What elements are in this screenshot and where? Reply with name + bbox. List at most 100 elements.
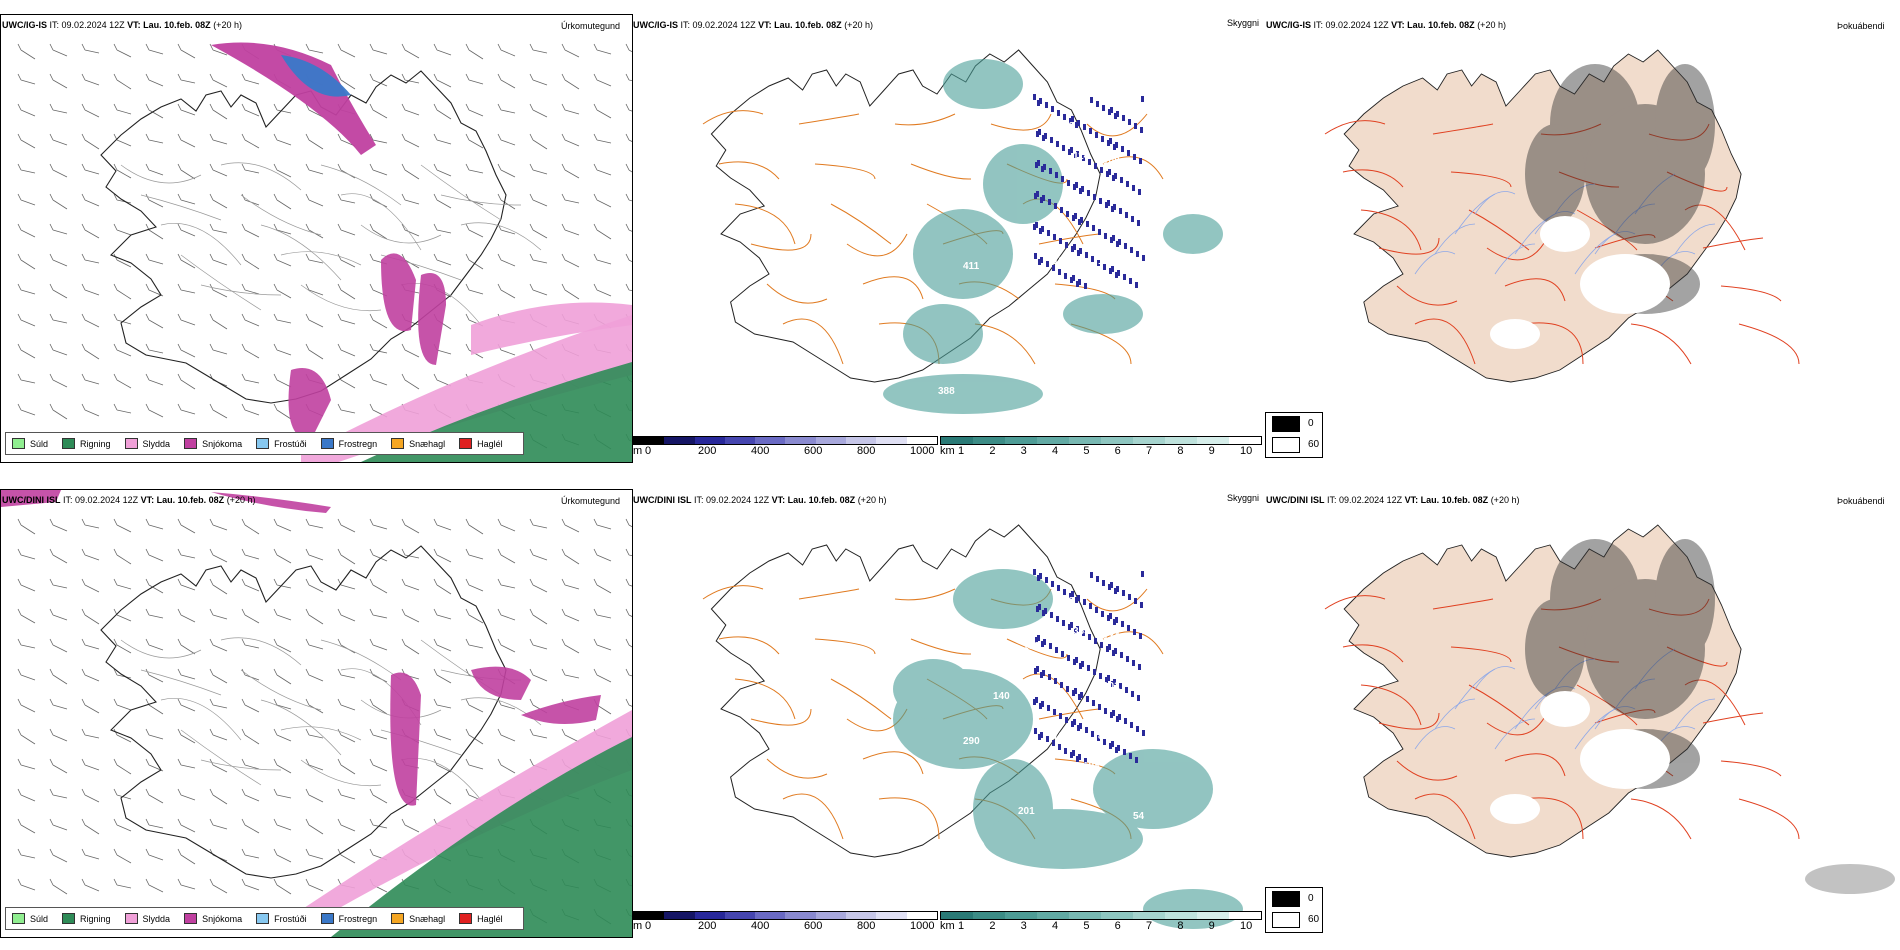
scale-tick: 9 [1208, 445, 1215, 457]
legend-label: Haglél [477, 913, 503, 924]
legend-swatch [12, 438, 25, 449]
visibility-value: 54 [1133, 811, 1145, 822]
legend-item: Haglél [459, 913, 503, 924]
cloud-swatch [1272, 911, 1300, 928]
precip-type-panel: Súld Rigning Slydda Snjókoma Frostúði Frostre… [0, 489, 633, 938]
legend-item: Súld [12, 438, 48, 449]
forecast-row: Súld Rigning Slydda Snjókoma Frostúði Frostre… [0, 475, 1900, 950]
visibility-value: 89 [1098, 731, 1110, 742]
low-visibility-speckles [1033, 569, 1145, 764]
legend-label: Rigning [80, 913, 111, 924]
visibility-value: 411 [963, 261, 980, 272]
legend-label: Súld [30, 438, 49, 449]
visibility-value: 114 [1073, 151, 1090, 162]
scale-tick: 8 [1177, 445, 1184, 457]
freezing-rain-area [281, 55, 351, 97]
low-visibility-speckles [1033, 94, 1145, 289]
visibility-label: Skyggni [1227, 18, 1260, 28]
scale-tick: 400 [751, 445, 770, 457]
visibility-label: Skyggni [1227, 493, 1260, 503]
visibility-scale-meters: m 0 200 400 600 800 1000 [633, 911, 938, 935]
scale-tick: 5 [1083, 920, 1090, 932]
legend-item: Frostúði [256, 438, 307, 449]
scale-unit: km [940, 445, 955, 457]
color-bar [940, 436, 1262, 445]
visibility-panel: 290 70 201 448 145 99 355 134 89 299 101 132 140 198 5… [633, 489, 1263, 936]
legend-item: Rigning [62, 913, 111, 924]
legend-label: Snæhagl [409, 913, 446, 924]
fog-indicator-label: Þokuábendi [1837, 21, 1885, 31]
snow-area [521, 695, 601, 724]
model-name: UWC/DINI ISL [2, 495, 61, 505]
legend-label: Slydda [142, 438, 171, 449]
panel-title: UWC/IG-IS IT: 09.02.2024 12Z VT: Lau. 10… [633, 20, 873, 30]
legend-swatch [391, 913, 405, 924]
scale-tick: 8 [1177, 920, 1184, 932]
cloud-swatch [1272, 436, 1300, 453]
visibility-value: 201 [1018, 806, 1035, 817]
legend-swatch [459, 913, 473, 924]
iceland-coastline [100, 545, 507, 879]
snow-area [211, 42, 376, 155]
fog-indicator-map [1324, 49, 1800, 383]
scale-tick: 400 [751, 920, 770, 932]
scale-tick: 6 [1114, 445, 1121, 457]
visibility-panel: 411 186 353 388 979 20 114 108 12 16 [633, 14, 1263, 461]
scale-tick: 200 [698, 920, 717, 932]
fog-indicator-map [1324, 524, 1895, 894]
forecast-row: Súld Rigning Slydda Snjókoma Frostúði Frostre… [0, 14, 1885, 463]
glaciers [1490, 691, 1670, 824]
visibility-value: 299 [1153, 621, 1170, 632]
visibility-value: 20 [1063, 121, 1075, 132]
visibility-value: 388 [938, 386, 955, 397]
visibility-value: 16 [1153, 146, 1165, 157]
scale-unit: m [633, 920, 643, 932]
legend-item: Frostregn [320, 913, 377, 924]
legend-item: Haglél [459, 438, 503, 449]
legend-swatch [256, 913, 270, 924]
visibility-value: 134 [1103, 631, 1120, 642]
model-name: UWC/IG-IS [1266, 20, 1311, 30]
visibility-value: 448 [938, 861, 955, 872]
precip-type-panel: Súld Rigning Slydda Snjókoma Frostúði Frostre… [0, 14, 633, 463]
legend-swatch [256, 438, 270, 449]
scale-tick: 800 [857, 920, 876, 932]
precip-type-legend: Súld Rigning Slydda Snjókoma Frostúði Frostre… [5, 907, 524, 930]
sleet-area [471, 302, 632, 355]
legend-swatch [320, 438, 334, 449]
visibility-value: 70 [1053, 731, 1065, 742]
scale-tick: 0 [645, 920, 652, 932]
legend-swatch [124, 913, 138, 924]
scale-tick: 2 [989, 920, 996, 932]
legend-item: Frostregn [320, 438, 377, 449]
legend-label: Frostúði [274, 913, 307, 924]
visibility-value: 140 [993, 691, 1010, 702]
legend-item: Snæhagl [391, 913, 445, 924]
snow-area [418, 273, 446, 365]
legend-item: Snjókoma [184, 438, 242, 449]
legend-label: Slydda [142, 913, 171, 924]
color-bar [633, 436, 938, 445]
scale-tick: 800 [857, 445, 876, 457]
panel-title: UWC/IG-IS IT: 09.02.2024 12Z VT: Lau. 10… [2, 20, 242, 30]
scale-tick: 4 [1052, 920, 1059, 932]
fog-indicator-shading [1805, 864, 1895, 894]
visibility-value: 101 [1103, 681, 1120, 692]
legend-swatch [184, 438, 198, 449]
visibility-value: 108 [1103, 156, 1120, 167]
color-bar [633, 911, 938, 920]
scale-tick: 200 [698, 445, 717, 457]
legend-label: Rigning [80, 438, 111, 449]
scale-unit: km [940, 920, 955, 932]
panel-title: UWC/DINI ISL IT: 09.02.2024 12Z VT: Lau.… [1266, 495, 1520, 505]
scale-tick: 10 [1240, 445, 1253, 457]
iceland-coastline [710, 49, 1101, 383]
legend-label: Haglél [477, 438, 503, 449]
legend-swatch [320, 913, 334, 924]
scale-tick: 9 [1208, 920, 1215, 932]
legend-label: Frostúði [274, 438, 307, 449]
scale-tick: 10 [1240, 920, 1253, 932]
legend-item: Súld [12, 913, 48, 924]
legend-label: Snjókoma [202, 913, 243, 924]
